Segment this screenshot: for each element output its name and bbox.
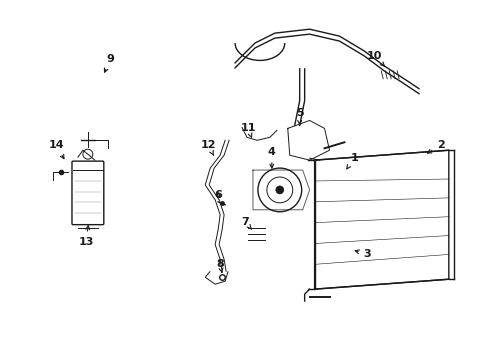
- Text: 12: 12: [200, 140, 216, 156]
- Text: 1: 1: [346, 153, 358, 169]
- Text: 2: 2: [427, 140, 444, 153]
- Text: 9: 9: [104, 54, 115, 72]
- Text: 13: 13: [78, 226, 93, 247]
- Text: 7: 7: [241, 217, 251, 229]
- Text: 8: 8: [216, 259, 224, 273]
- Text: 14: 14: [48, 140, 64, 159]
- Text: 3: 3: [354, 249, 370, 260]
- Text: 6: 6: [214, 190, 222, 200]
- Text: 4: 4: [267, 147, 275, 168]
- Text: 11: 11: [240, 123, 255, 137]
- Circle shape: [275, 186, 283, 194]
- Text: 5: 5: [295, 108, 303, 125]
- Text: 10: 10: [366, 51, 384, 66]
